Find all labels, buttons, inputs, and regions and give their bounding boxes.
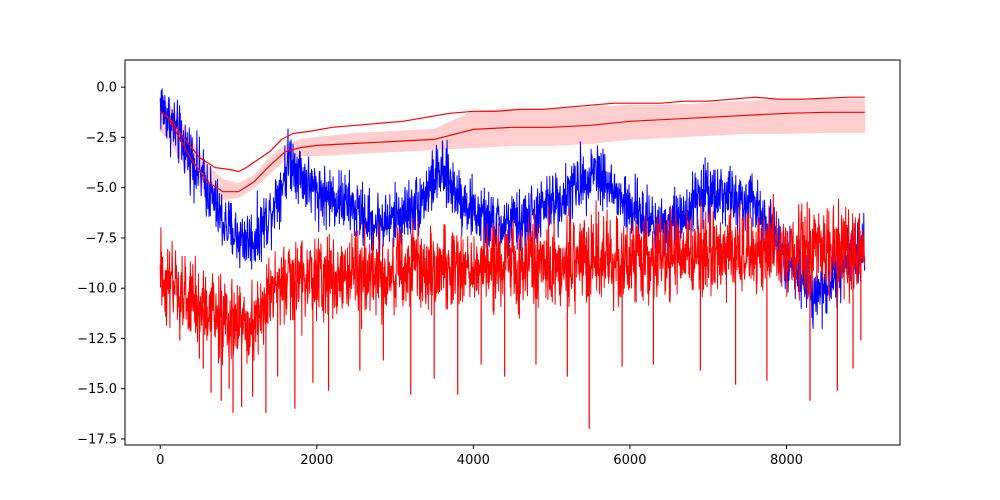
x-tick-label: 6000	[613, 453, 646, 468]
line-series-3	[159, 110, 865, 193]
y-tick-label: −17.5	[77, 432, 117, 447]
x-tick-label: 0	[156, 453, 164, 468]
axes-frame	[124, 59, 901, 446]
x-tick-label: 8000	[770, 453, 803, 468]
noisy-series-0	[159, 88, 866, 330]
line-series-2	[159, 96, 865, 173]
x-axis: 0 2000 4000 6000 8000	[156, 445, 803, 468]
x-tick-label: 4000	[457, 453, 490, 468]
confidence-band-3	[159, 98, 866, 201]
y-tick-label: −2.5	[85, 131, 117, 146]
plot-area	[159, 88, 866, 429]
y-tick-label: −5.0	[85, 181, 117, 196]
y-tick-label: 0.0	[96, 81, 117, 96]
y-tick-label: −12.5	[77, 332, 117, 347]
x-tick-label: 2000	[300, 453, 333, 468]
y-tick-label: −10.0	[77, 282, 117, 297]
y-tick-label: −15.0	[77, 382, 117, 397]
y-tick-label: −7.5	[85, 231, 117, 246]
y-axis: 0.0 −2.5 −5.0 −7.5 −10.0 −12.5 −15.0 −17.5	[77, 81, 125, 447]
noisy-series-1	[159, 193, 866, 366]
